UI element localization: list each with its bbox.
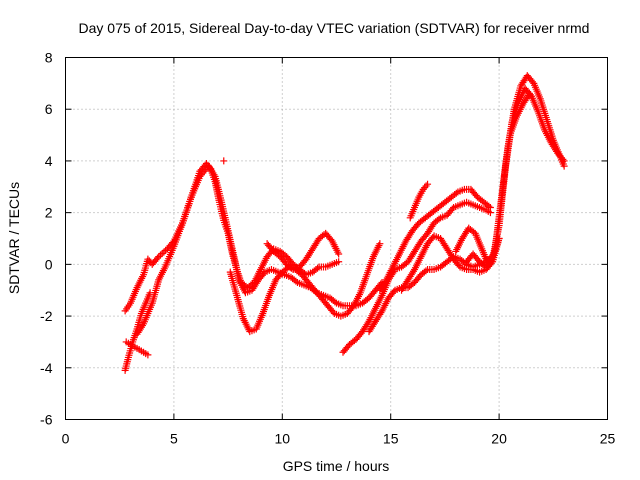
x-tick-label: 0 xyxy=(62,431,70,447)
data-point xyxy=(409,267,417,275)
y-axis-label: SDTVAR / TECUs xyxy=(6,182,22,294)
data-point xyxy=(422,182,430,190)
data-point xyxy=(422,267,430,275)
data-points xyxy=(121,72,568,374)
data-point xyxy=(559,155,567,163)
y-tick-label: 6 xyxy=(45,101,53,117)
data-point xyxy=(210,171,218,179)
data-point xyxy=(452,189,460,197)
data-point xyxy=(485,202,493,210)
data-point xyxy=(376,240,384,248)
y-tick-label: -2 xyxy=(40,308,53,324)
grid xyxy=(65,57,608,420)
x-tick-label: 20 xyxy=(491,431,507,447)
y-tick-label: 0 xyxy=(45,256,53,272)
data-point xyxy=(435,215,443,223)
data-point xyxy=(487,257,495,265)
data-point xyxy=(335,258,343,266)
x-tick-label: 15 xyxy=(383,431,399,447)
x-axis-label: GPS time / hours xyxy=(283,458,390,474)
data-point xyxy=(138,322,146,330)
data-point xyxy=(158,249,166,257)
chart-title: Day 075 of 2015, Sidereal Day-to-day VTE… xyxy=(79,20,590,36)
data-point xyxy=(144,351,152,359)
data-point xyxy=(314,264,322,272)
data-point xyxy=(220,157,228,165)
y-tick-label: 8 xyxy=(45,50,53,66)
data-point xyxy=(524,91,532,99)
data-point xyxy=(560,157,568,165)
data-point xyxy=(424,180,432,188)
x-tick-label: 5 xyxy=(170,431,178,447)
y-tick-label: 4 xyxy=(45,153,53,169)
y-tick-label: -4 xyxy=(40,360,53,376)
data-point xyxy=(153,254,161,262)
data-point xyxy=(486,203,494,211)
x-tick-label: 10 xyxy=(275,431,291,447)
x-tick-label: 25 xyxy=(600,431,616,447)
data-point xyxy=(525,90,533,98)
y-tick-label: 2 xyxy=(45,205,53,221)
data-point xyxy=(331,298,339,306)
axis-ticks: 0 5 10 15 20 25 -6 -4 -2 0 2 4 6 8 xyxy=(40,50,615,447)
data-point xyxy=(364,319,372,327)
data-point xyxy=(335,250,343,258)
y-tick-label: -6 xyxy=(40,412,53,428)
data-point xyxy=(160,248,168,256)
plot-frame xyxy=(65,57,608,420)
data-point xyxy=(377,309,385,317)
data-point xyxy=(292,277,300,285)
data-point xyxy=(381,278,389,286)
